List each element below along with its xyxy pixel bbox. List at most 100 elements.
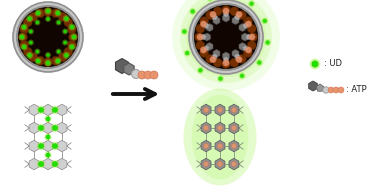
Circle shape — [222, 60, 231, 68]
Circle shape — [182, 29, 186, 34]
Circle shape — [44, 57, 53, 67]
Circle shape — [64, 47, 73, 56]
Circle shape — [51, 160, 59, 168]
Circle shape — [64, 18, 73, 27]
Polygon shape — [215, 122, 225, 134]
Circle shape — [64, 16, 69, 21]
Polygon shape — [229, 140, 239, 152]
Circle shape — [46, 17, 50, 21]
Circle shape — [200, 48, 209, 57]
Circle shape — [180, 0, 272, 83]
Circle shape — [45, 52, 51, 58]
Circle shape — [35, 21, 39, 24]
Polygon shape — [239, 43, 246, 50]
Circle shape — [217, 143, 223, 149]
Circle shape — [35, 9, 41, 16]
Circle shape — [70, 25, 74, 29]
Circle shape — [34, 49, 40, 55]
Circle shape — [13, 2, 83, 72]
Circle shape — [69, 43, 75, 50]
Polygon shape — [223, 14, 229, 22]
Polygon shape — [213, 17, 220, 25]
Circle shape — [196, 41, 205, 50]
Circle shape — [248, 33, 257, 42]
Circle shape — [46, 61, 50, 65]
Circle shape — [62, 40, 68, 46]
Circle shape — [70, 33, 78, 40]
Circle shape — [38, 143, 44, 149]
Circle shape — [247, 41, 256, 50]
Circle shape — [26, 52, 33, 59]
Circle shape — [172, 0, 280, 91]
Circle shape — [56, 11, 60, 15]
Circle shape — [46, 116, 50, 121]
Circle shape — [150, 71, 158, 79]
Circle shape — [46, 135, 50, 139]
Circle shape — [231, 143, 236, 149]
Circle shape — [34, 19, 40, 26]
Circle shape — [35, 57, 41, 64]
Circle shape — [338, 87, 344, 93]
Circle shape — [51, 56, 60, 65]
Circle shape — [44, 133, 52, 141]
Circle shape — [16, 5, 80, 69]
Polygon shape — [43, 140, 53, 152]
Polygon shape — [213, 50, 220, 57]
Circle shape — [51, 106, 59, 114]
Circle shape — [266, 40, 270, 45]
Polygon shape — [57, 158, 67, 170]
Polygon shape — [215, 140, 225, 152]
Circle shape — [69, 24, 75, 31]
Polygon shape — [212, 15, 217, 20]
Circle shape — [18, 7, 78, 67]
Circle shape — [213, 58, 222, 67]
Circle shape — [243, 48, 253, 57]
Polygon shape — [229, 104, 239, 116]
Circle shape — [63, 30, 67, 33]
Polygon shape — [116, 59, 128, 74]
Circle shape — [138, 71, 146, 79]
Circle shape — [261, 17, 268, 24]
Polygon shape — [232, 50, 239, 57]
Circle shape — [194, 5, 258, 69]
Circle shape — [217, 107, 223, 112]
Circle shape — [311, 60, 319, 67]
Circle shape — [58, 53, 67, 62]
Polygon shape — [201, 158, 211, 170]
Circle shape — [217, 75, 224, 82]
Polygon shape — [215, 104, 225, 116]
Circle shape — [213, 7, 222, 16]
Circle shape — [21, 43, 28, 50]
Circle shape — [23, 18, 32, 27]
Circle shape — [204, 161, 209, 167]
Circle shape — [54, 9, 62, 16]
Polygon shape — [201, 140, 211, 152]
Circle shape — [45, 16, 51, 22]
Circle shape — [132, 70, 141, 78]
Circle shape — [38, 107, 44, 113]
Circle shape — [52, 125, 58, 131]
Circle shape — [36, 56, 45, 65]
Circle shape — [21, 24, 28, 31]
Circle shape — [223, 8, 229, 14]
Circle shape — [51, 142, 59, 150]
Circle shape — [197, 34, 203, 40]
Circle shape — [44, 8, 51, 15]
Circle shape — [194, 33, 204, 42]
Circle shape — [52, 143, 58, 149]
Polygon shape — [234, 15, 240, 20]
Circle shape — [51, 9, 60, 18]
Circle shape — [36, 11, 40, 15]
Circle shape — [63, 15, 70, 22]
Circle shape — [20, 35, 24, 39]
Circle shape — [236, 11, 242, 18]
Circle shape — [191, 9, 195, 14]
Circle shape — [23, 47, 32, 56]
Polygon shape — [43, 122, 53, 134]
Circle shape — [56, 59, 60, 63]
Circle shape — [22, 25, 26, 29]
Circle shape — [217, 161, 223, 167]
Polygon shape — [229, 158, 239, 170]
Circle shape — [245, 21, 252, 27]
Polygon shape — [212, 53, 217, 59]
